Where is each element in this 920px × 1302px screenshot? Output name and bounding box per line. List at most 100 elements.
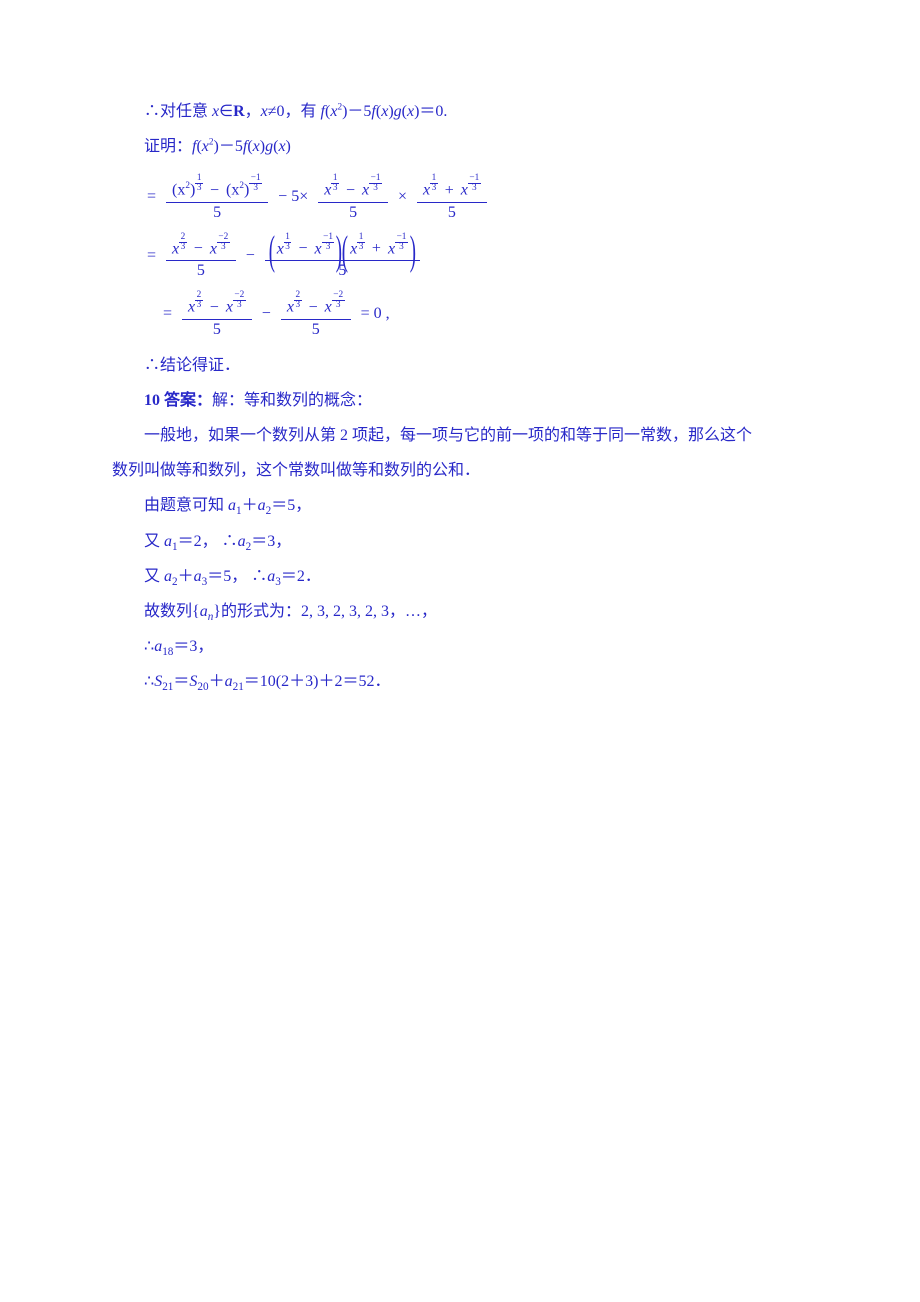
op: − [346,182,359,199]
sd: 3 [331,184,339,193]
text: ∴对任意 [144,103,212,120]
document-page: ∴对任意 x∈R，x≠0，有 f(x2)－5f(x)g(x)＝0. 证明：f(x… [0,0,920,740]
var: x [423,182,430,199]
text: )＝0. [414,103,447,120]
sd: 3 [395,243,408,252]
small-fraction: 23 [294,291,302,310]
op: − [210,182,219,199]
text: 证明： [144,138,192,155]
op: + [372,240,385,257]
sd: 3 [430,184,438,193]
text: ＝2． [281,568,321,585]
sn: 1 [376,173,381,183]
math-var: a [258,497,266,514]
text-line: 证明：f(x2)－5f(x)g(x) [112,129,810,164]
fraction: (x2)13 − (x2)−13 5 [166,172,268,222]
text: ， [245,103,261,120]
equation-row: = x23 − x−23 5 − x23 − x−23 5 = 0 , [160,289,810,339]
text: 数列叫做等和数列，这个常数叫做等和数列的公和． [112,462,480,479]
var: x [388,240,395,257]
text: 故数列{ [144,603,200,620]
text-line: 故数列{an}的形式为：2, 3, 2, 3, 2, 3，…， [112,594,810,629]
var: x [362,182,369,199]
op: − [298,240,311,257]
math-var: x [253,138,260,155]
small-fraction-neg: −13 [395,233,408,252]
sd: 3 [249,184,262,193]
text: 又 [144,533,164,550]
var: x [461,182,468,199]
math-var: a [225,673,233,690]
equals: = [147,247,156,264]
text: ∴ [144,673,154,690]
op: × [398,188,407,205]
sd: 3 [369,184,382,193]
tail: = 0 , [361,305,390,322]
denominator: 5 [417,203,487,223]
denominator: 5 [318,203,388,223]
var: x [210,240,217,257]
text: ∴ [144,638,154,655]
small-fraction-neg: −23 [233,291,246,310]
text: 一般地，如果一个数列从第 2 项起，每一项与它的前一项的和等于同一常数，那么这个 [144,427,752,444]
text: ＋ [178,568,194,585]
sn: 2 [240,290,245,300]
math-var: x [407,103,414,120]
math-set: R [233,103,245,120]
math-var: x [202,138,209,155]
denominator: 5 [281,320,351,340]
math-var: a [194,568,202,585]
sn: 1 [402,232,407,242]
math-var: g [394,103,402,120]
op: − [210,299,223,316]
var: x [226,299,233,316]
var: x [350,240,357,257]
small-fraction: 13 [195,174,203,193]
subscript: 21 [162,682,173,694]
math-var: S [154,673,162,690]
text: ＝10(2＋3)＋2＝52． [244,673,391,690]
math-var: g [265,138,273,155]
text-line: 又 a1＝2， ∴a2＝3， [112,524,810,559]
text-line: ∴对任意 x∈R，x≠0，有 f(x2)－5f(x)g(x)＝0. [112,94,810,129]
text: 解：等和数列的概念： [212,392,372,409]
numerator: (x2)13 − (x2)−13 [166,172,268,202]
math-var: a [164,568,172,585]
text: ∈ [219,103,233,120]
sd: 3 [468,184,481,193]
math-var: x [278,138,285,155]
denominator: 5 [182,320,252,340]
small-fraction: 13 [430,174,438,193]
op: − [194,240,207,257]
var: x [277,240,284,257]
text: ≠0，有 [268,103,321,120]
text: ＝3， [251,533,291,550]
small-fraction-neg: −13 [322,233,335,252]
op: − [246,247,259,264]
math-equation-3: = x23 − x−23 5 − x23 − x−23 5 = 0 , [160,289,810,339]
text: )－5 [214,138,243,155]
text-line: 10 答案：解：等和数列的概念： [112,383,810,418]
op: − [309,299,322,316]
sd: 3 [294,301,302,310]
text-line: 由题意可知 a1＋a2＝5， [112,488,810,523]
text: 又 [144,568,164,585]
sn: 1 [475,173,480,183]
small-fraction: 23 [179,233,187,252]
var: x [188,299,195,316]
small-fraction: 23 [195,291,203,310]
text: ＝5， ∴ [207,568,267,585]
equation-row: = (x2)13 − (x2)−13 5 − 5× x13 − x−13 5 × [144,172,810,222]
text-line: ∴a18＝3， [112,629,810,664]
sd: 3 [332,301,345,310]
sd: 3 [233,301,246,310]
numerator: x13 − x−13 [318,172,388,202]
math-var: a [238,533,246,550]
text: ＝ [173,673,189,690]
sn: 1 [256,173,261,183]
text: }的形式为：2, 3, 2, 3, 2, 3，…， [213,603,437,620]
sd: 3 [179,243,187,252]
denominator: 5 [166,203,268,223]
sn: 2 [338,290,343,300]
op: + [445,182,458,199]
